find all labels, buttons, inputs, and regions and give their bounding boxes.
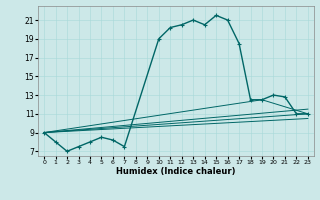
X-axis label: Humidex (Indice chaleur): Humidex (Indice chaleur) xyxy=(116,167,236,176)
